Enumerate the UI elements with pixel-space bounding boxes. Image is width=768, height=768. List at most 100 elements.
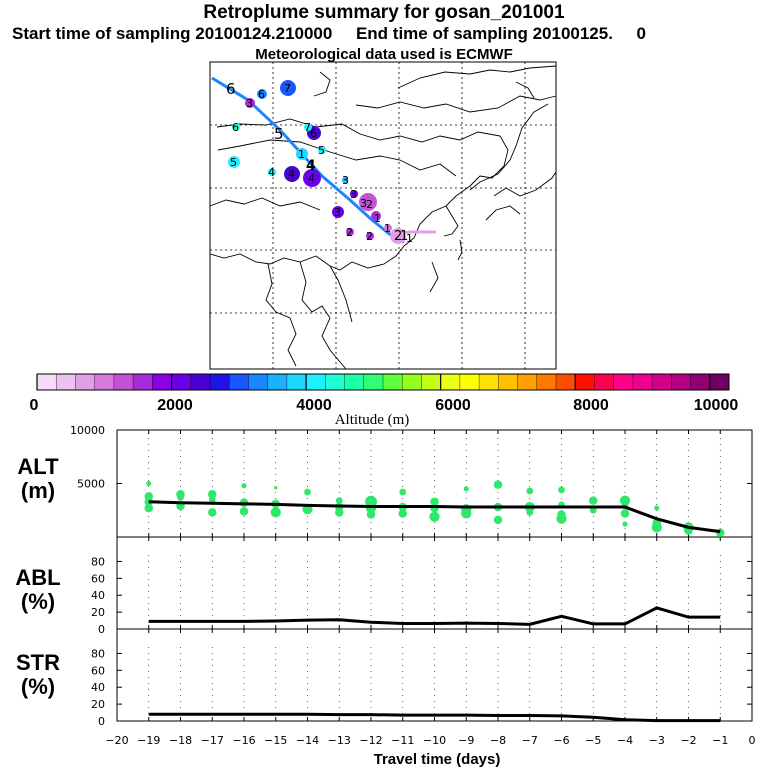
plume-marker [350, 190, 358, 198]
colorbar-swatch [652, 374, 672, 390]
alt-scatter-point [270, 507, 281, 518]
colorbar-tick: 8000 [573, 397, 609, 414]
y-tick-label: 80 [91, 647, 105, 660]
coastlines [209, 65, 557, 370]
alt-scatter-point [335, 497, 343, 505]
colorbar-swatch [671, 374, 692, 390]
chart-marks [144, 480, 725, 723]
x-tick-label: −20 [105, 734, 128, 747]
alt-scatter-point [274, 486, 278, 490]
map-label: 1 [298, 148, 305, 161]
colorbar-swatch [306, 374, 326, 390]
alt-scatter-point [556, 513, 567, 524]
x-tick-label: −4 [617, 734, 633, 747]
map-label: 3 [342, 174, 349, 187]
map-label: 6 [258, 88, 265, 101]
colorbar-swatch [402, 374, 422, 390]
map-label: 1 [400, 229, 408, 244]
colorbar-swatch [556, 374, 576, 390]
plume-marker [371, 211, 381, 221]
plume-marker [280, 80, 296, 96]
map-label: 3 [360, 197, 367, 210]
x-tick-label: −1 [712, 734, 728, 747]
map-label: 5 [274, 125, 284, 143]
plume-marker [245, 98, 255, 108]
colorbar-swatch [709, 374, 730, 390]
alt-scatter-point [463, 486, 469, 492]
colorbar-swatch [325, 374, 346, 390]
map-label: 3 [334, 206, 341, 219]
y-tick-label: 40 [91, 681, 105, 694]
map-label: 4 [268, 166, 275, 179]
alt-scatter-point [241, 483, 247, 489]
chart-title: Retroplume summary for gosan_201001 [203, 2, 565, 23]
colorbar-label: Altitude (m) [335, 412, 410, 428]
map-label: 7 [284, 82, 291, 95]
alt-scatter-point [366, 510, 376, 519]
plume-marker [304, 123, 312, 131]
colorbar-swatch [229, 374, 249, 390]
colorbar-swatch [498, 374, 519, 390]
plume-marker [359, 193, 377, 211]
str-line [148, 712, 721, 723]
x-tick-label: −12 [359, 734, 382, 747]
x-axis-label: Travel time (days) [374, 751, 501, 768]
colorbar-ticks: 0 2000 4000 6000 8000 10000 [30, 397, 739, 414]
colorbar-swatch [594, 374, 615, 390]
alt-scatter-point [399, 488, 407, 496]
chart-axes: −20 −19 −18 −17 −16 −15 −14 −13 −12 −11 −10 −9 −8 −7−… [70, 424, 756, 747]
colorbar-tick: 2000 [157, 397, 193, 414]
map-day-labels: 6 7 6 3 6 5 7 6 5 1 5 4 4 4 3 4 3 3 2 3 … [226, 80, 413, 245]
x-tick-label: −15 [264, 734, 287, 747]
plume-marker [318, 146, 326, 154]
colorbar-tick: 4000 [296, 397, 332, 414]
y-tick-label: 40 [91, 589, 105, 602]
colorbar-swatch [75, 374, 96, 390]
colorbar-swatch [37, 374, 57, 390]
colorbar-swatch [421, 374, 442, 390]
plume-marker [390, 228, 406, 244]
map-label: 3 [246, 97, 253, 110]
plume-marker [296, 148, 308, 160]
map-label: 5 [230, 156, 237, 169]
colorbar-swatch [517, 374, 538, 390]
colorbar-swatch [479, 374, 499, 390]
plume-marker [346, 228, 354, 236]
map-label: 5 [318, 144, 325, 157]
x-tick-label: −14 [296, 734, 319, 747]
x-tick-label: −2 [680, 734, 696, 747]
colorbar-tick: 6000 [435, 397, 471, 414]
x-tick-label: −3 [649, 734, 665, 747]
y-tick-label: 80 [91, 555, 105, 568]
colorbar-swatch [632, 374, 653, 390]
plume-marker [332, 206, 344, 218]
map-gridlines [210, 62, 556, 369]
colorbar-swatch [286, 374, 307, 390]
alt-scatter-point [144, 503, 153, 513]
alt-scatter-point [208, 496, 216, 503]
colorbar-swatch [267, 374, 288, 390]
y-tick-label: 10000 [70, 424, 105, 437]
x-tick-label: −18 [169, 734, 192, 747]
alt-scatter-point [177, 494, 184, 501]
colorbar-swatch [363, 374, 384, 390]
x-tick-label: −19 [137, 734, 160, 747]
plume-marker [228, 156, 240, 168]
colorbar-swatch [56, 374, 76, 390]
map-label: 4 [288, 168, 295, 181]
map-frame [209, 61, 557, 370]
x-tick-label: −8 [490, 734, 506, 747]
colorbar-swatch [94, 374, 115, 390]
plume-marker [342, 177, 348, 183]
plume-marker [232, 123, 240, 131]
abl-line [148, 606, 721, 626]
x-tick-label: −17 [201, 734, 224, 747]
map-label: 2 [394, 229, 402, 244]
alt-scatter-point [461, 508, 472, 519]
x-tick-label: −7 [522, 734, 538, 747]
x-tick-label: −6 [553, 734, 569, 747]
colorbar-swatch [133, 374, 153, 390]
map-label: 1 [384, 222, 391, 235]
y-tick-label: 60 [91, 572, 105, 585]
sampling-times: Start time of sampling 20100124.210000 E… [12, 24, 647, 43]
